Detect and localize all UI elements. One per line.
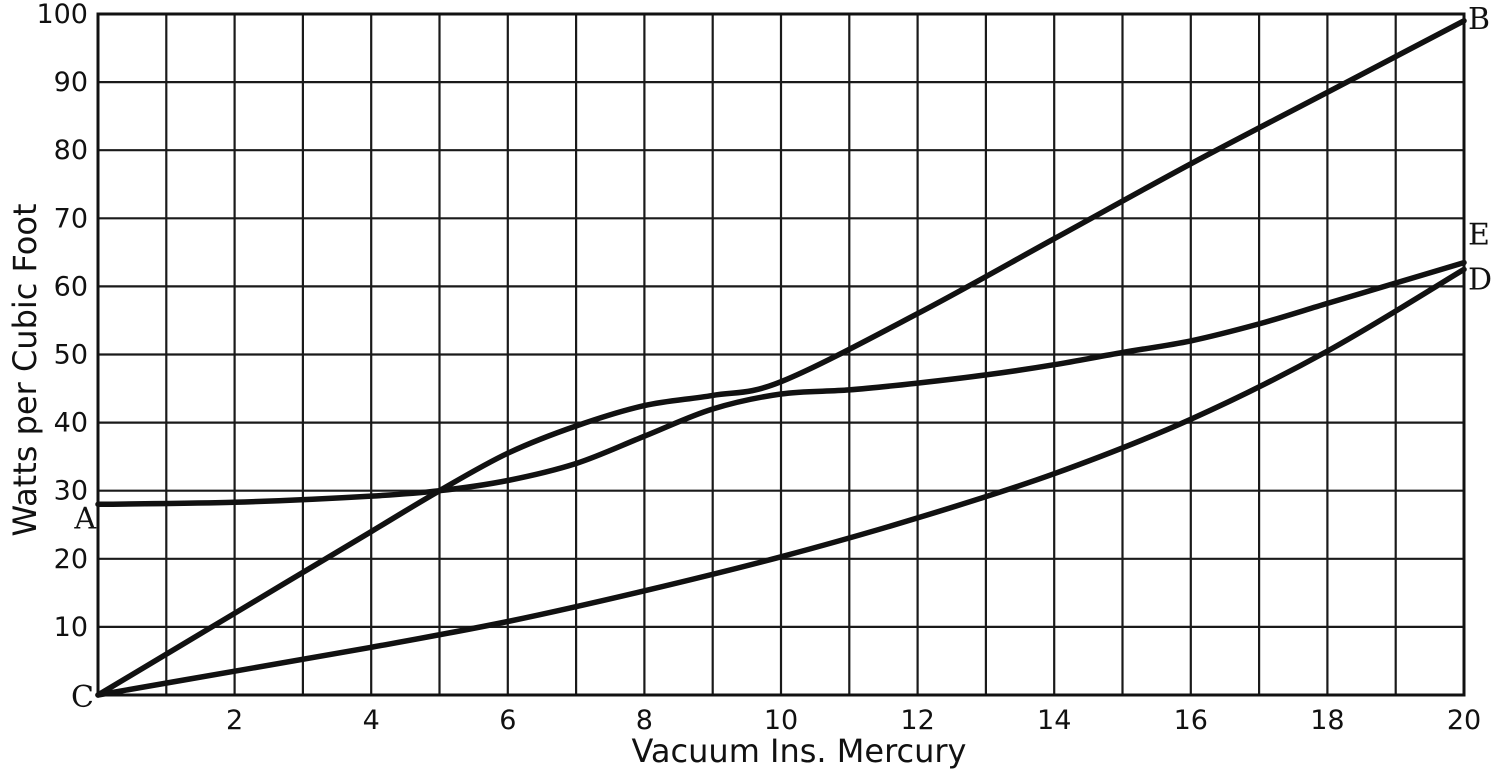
y-tick-label: 90 bbox=[54, 67, 88, 98]
x-tick-label: 14 bbox=[1037, 705, 1071, 736]
x-tick-label: 2 bbox=[226, 705, 243, 736]
curves bbox=[95, 18, 1467, 698]
curve-label-B: B bbox=[1468, 2, 1490, 37]
y-tick-label: 10 bbox=[54, 612, 88, 643]
x-tick-label: 10 bbox=[764, 705, 798, 736]
curve-label-D: D bbox=[1468, 262, 1492, 297]
y-tick-label: 60 bbox=[54, 271, 88, 302]
curve-label-E: E bbox=[1468, 218, 1490, 253]
curve-label-C: C bbox=[71, 680, 94, 715]
x-tick-label: 16 bbox=[1174, 705, 1208, 736]
y-tick-label: 100 bbox=[36, 0, 88, 30]
curve-end-labels: A C B ED bbox=[71, 2, 1492, 715]
x-axis-label: Vacuum Ins. Mercury bbox=[632, 732, 967, 770]
y-tick-labels: 10 20 30 40 50 60 70 80 90 100 bbox=[36, 0, 88, 643]
x-tick-label: 6 bbox=[499, 705, 516, 736]
y-tick-label: 70 bbox=[54, 203, 88, 234]
x-tick-label: 4 bbox=[363, 705, 380, 736]
curve-C-D bbox=[95, 266, 1467, 698]
y-tick-label: 80 bbox=[54, 135, 88, 166]
y-tick-label: 40 bbox=[54, 408, 88, 439]
y-tick-label: 30 bbox=[54, 476, 88, 507]
grid bbox=[98, 14, 1464, 695]
y-tick-label: 50 bbox=[54, 340, 88, 371]
x-tick-label: 20 bbox=[1447, 705, 1481, 736]
x-tick-label: 12 bbox=[900, 705, 934, 736]
y-tick-label: 20 bbox=[54, 544, 88, 575]
x-tick-label: 18 bbox=[1310, 705, 1344, 736]
curve-A-E bbox=[95, 259, 1467, 508]
curve-C-B bbox=[95, 18, 1467, 698]
x-tick-label: 8 bbox=[636, 705, 653, 736]
plot-frame bbox=[96, 12, 1466, 697]
y-axis-label: Watts per Cubic Foot bbox=[6, 203, 44, 536]
curve-label-A: A bbox=[73, 501, 96, 536]
x-tick-labels: 2 4 6 8 10 12 14 16 18 20 bbox=[226, 705, 1481, 736]
